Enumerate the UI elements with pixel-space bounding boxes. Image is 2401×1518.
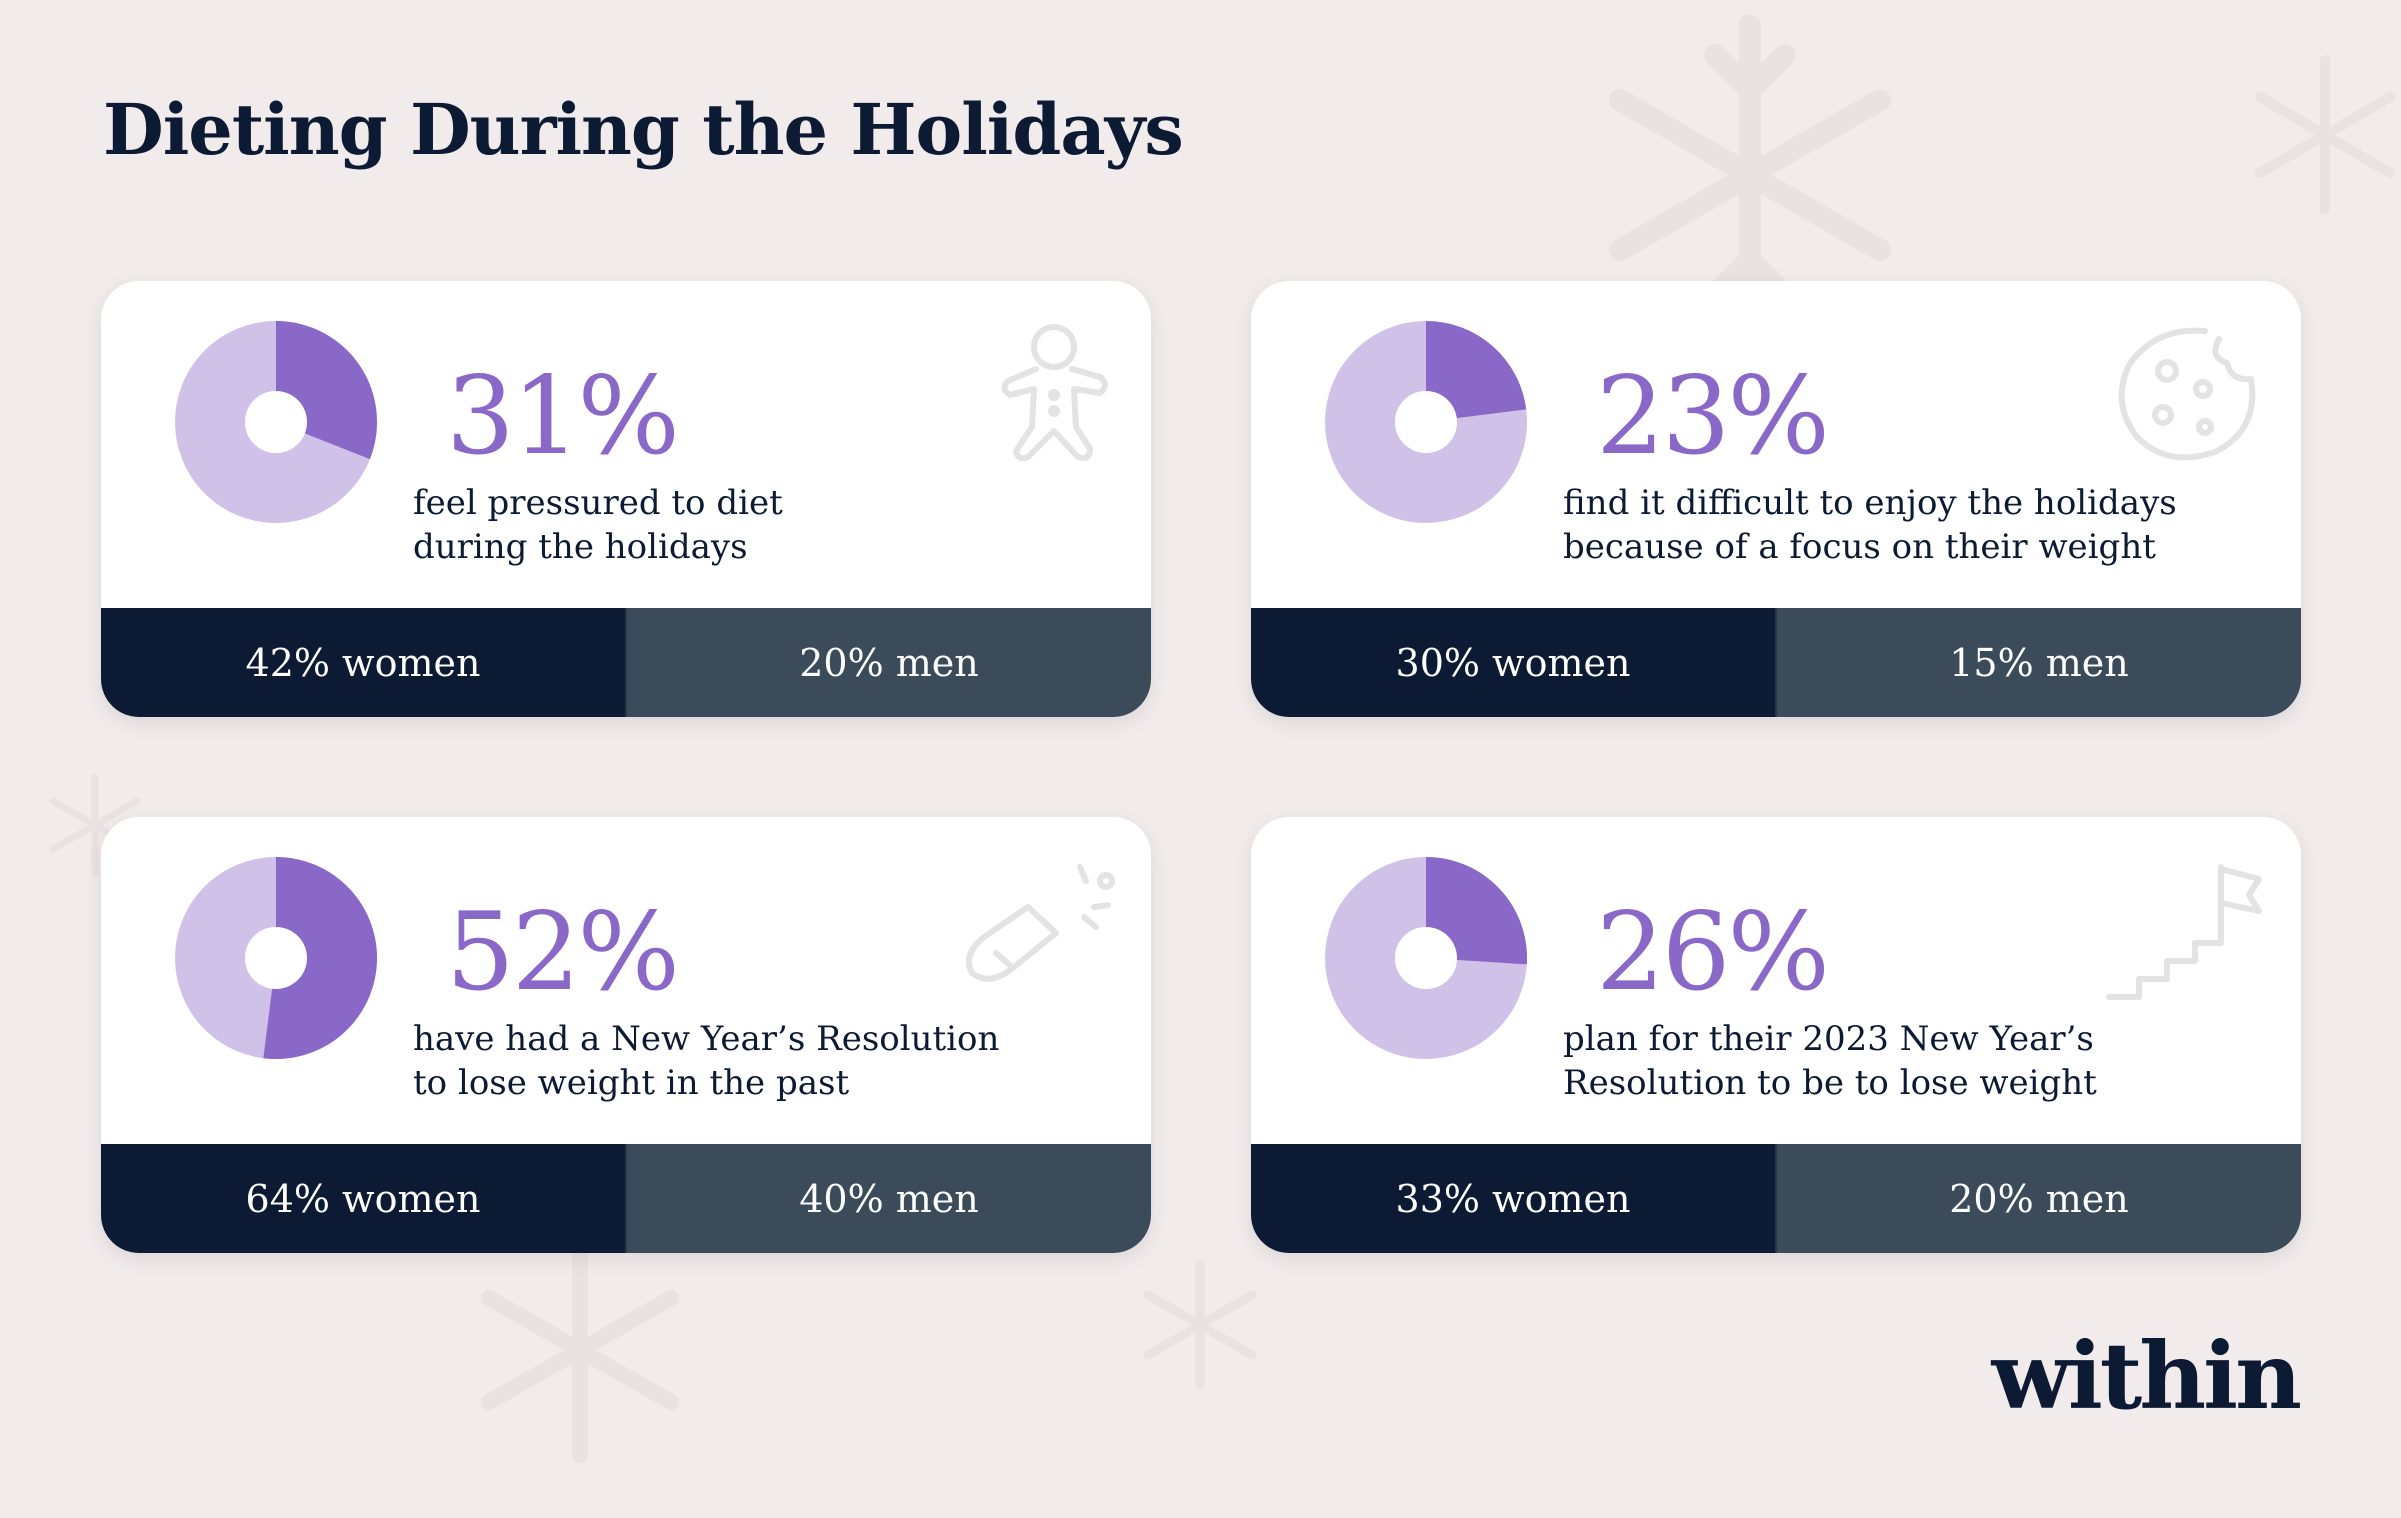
women-stat: 42% women: [101, 608, 625, 717]
women-stat: 33% women: [1251, 1144, 1775, 1253]
stat-description: have had a New Year’s Resolution to lose…: [413, 1017, 999, 1105]
stat-description-line: plan for their 2023 New Year’s: [1563, 1019, 2094, 1059]
donut-hole: [245, 927, 307, 989]
gender-breakdown-bar: 33% women 20% men: [1251, 1144, 2301, 1253]
stat-card: 23% find it difficult to enjoy the holid…: [1251, 281, 2301, 717]
donut-chart: [175, 321, 377, 523]
stat-description-line: because of a focus on their weight: [1563, 527, 2156, 567]
donut-slice: [263, 857, 377, 1059]
donut-hole: [1395, 391, 1457, 453]
snowflake-icon: [481, 1237, 679, 1463]
stat-description-line: to lose weight in the past: [413, 1063, 850, 1103]
stat-description-line: during the holidays: [413, 527, 748, 567]
stat-description-line: have had a New Year’s Resolution: [413, 1019, 1000, 1059]
stat-description-line: feel pressured to diet: [413, 483, 783, 523]
men-stat: 20% men: [625, 608, 1151, 717]
donut-chart: [1325, 321, 1527, 523]
gender-breakdown-bar: 30% women 15% men: [1251, 608, 2301, 717]
donut-slice: [1426, 321, 1527, 422]
stat-card: 52% have had a New Year’s Resolution to …: [101, 817, 1151, 1253]
stat-card: 26% plan for their 2023 New Year’s Resol…: [1251, 817, 2301, 1253]
men-stat: 15% men: [1775, 608, 2301, 717]
stat-percent: 23%: [1596, 354, 1830, 479]
champagne-bottle-icon: [966, 864, 1115, 982]
stat-description: feel pressured to diet during the holida…: [413, 481, 783, 569]
men-stat: 20% men: [1775, 1144, 2301, 1253]
stat-description-line: Resolution to be to lose weight: [1563, 1063, 2097, 1103]
page-title: Dieting During the Holidays: [103, 88, 1184, 171]
cookie-icon: [2118, 327, 2256, 461]
stat-percent: 31%: [446, 354, 680, 479]
stat-description-line: find it difficult to enjoy the holidays: [1563, 483, 2177, 523]
men-stat: 40% men: [625, 1144, 1151, 1253]
donut-chart: [175, 857, 377, 1059]
snowflake-icon: [1143, 1260, 1257, 1390]
gender-breakdown-bar: 64% women 40% men: [101, 1144, 1151, 1253]
brand-logo: within: [1991, 1322, 2302, 1430]
donut-chart: [1325, 857, 1527, 1059]
stat-percent: 26%: [1596, 890, 1830, 1015]
stat-description: plan for their 2023 New Year’s Resolutio…: [1563, 1017, 2097, 1105]
stairs-flag-icon: [2106, 864, 2262, 1000]
stat-percent: 52%: [446, 890, 680, 1015]
donut-hole: [1395, 927, 1457, 989]
gingerbread-man-icon: [1001, 324, 1108, 462]
stat-description: find it difficult to enjoy the holidays …: [1563, 481, 2177, 569]
women-stat: 64% women: [101, 1144, 625, 1253]
snowflake-icon: [2255, 55, 2395, 215]
donut-hole: [245, 391, 307, 453]
donut-slice: [1426, 857, 1527, 965]
gender-breakdown-bar: 42% women 20% men: [101, 608, 1151, 717]
stat-card: 31% feel pressured to diet during the ho…: [101, 281, 1151, 717]
women-stat: 30% women: [1251, 608, 1775, 717]
